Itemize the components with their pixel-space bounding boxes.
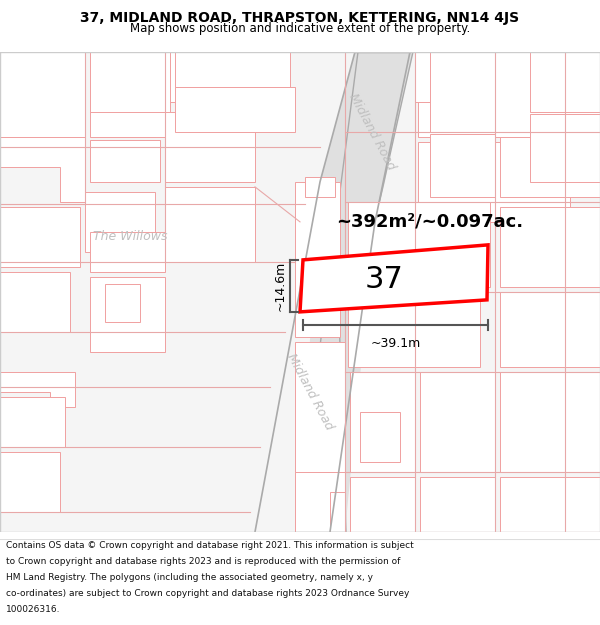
Text: 37, MIDLAND ROAD, THRAPSTON, KETTERING, NN14 4JS: 37, MIDLAND ROAD, THRAPSTON, KETTERING, … (80, 11, 520, 25)
Text: 100026316.: 100026316. (6, 605, 61, 614)
Polygon shape (0, 52, 85, 137)
Polygon shape (295, 472, 345, 532)
Polygon shape (420, 477, 495, 532)
Polygon shape (560, 132, 600, 162)
Polygon shape (295, 342, 345, 472)
Text: co-ordinates) are subject to Crown copyright and database rights 2023 Ordnance S: co-ordinates) are subject to Crown copyr… (6, 589, 409, 598)
Text: 37: 37 (365, 264, 404, 294)
Polygon shape (500, 292, 600, 367)
Polygon shape (0, 272, 70, 332)
Polygon shape (100, 102, 155, 137)
Polygon shape (175, 87, 295, 132)
Polygon shape (0, 52, 600, 532)
Text: HM Land Registry. The polygons (including the associated geometry, namely x, y: HM Land Registry. The polygons (includin… (6, 573, 373, 582)
Polygon shape (430, 134, 495, 197)
Polygon shape (90, 140, 160, 182)
Polygon shape (295, 212, 375, 532)
Text: ~39.1m: ~39.1m (370, 337, 421, 350)
Polygon shape (165, 187, 255, 262)
Text: to Crown copyright and database rights 2023 and is reproduced with the permissio: to Crown copyright and database rights 2… (6, 558, 400, 566)
Polygon shape (320, 52, 410, 222)
Polygon shape (418, 52, 490, 102)
Polygon shape (90, 232, 165, 272)
Text: ~392m²/~0.097ac.: ~392m²/~0.097ac. (337, 213, 524, 231)
Polygon shape (0, 452, 60, 512)
Polygon shape (0, 137, 85, 202)
Polygon shape (348, 292, 480, 367)
Text: Midland Road: Midland Road (346, 91, 398, 172)
Polygon shape (530, 52, 600, 112)
Polygon shape (0, 207, 80, 267)
Polygon shape (418, 142, 570, 222)
Polygon shape (300, 245, 488, 312)
Polygon shape (0, 52, 85, 137)
Polygon shape (530, 114, 600, 182)
Polygon shape (418, 52, 580, 137)
Polygon shape (295, 182, 340, 337)
Polygon shape (0, 372, 75, 407)
Polygon shape (90, 52, 160, 112)
Polygon shape (90, 102, 165, 137)
Polygon shape (0, 397, 65, 447)
Polygon shape (360, 412, 400, 462)
Polygon shape (348, 202, 490, 287)
Polygon shape (500, 372, 600, 472)
Polygon shape (296, 52, 413, 532)
Polygon shape (350, 372, 415, 472)
Polygon shape (430, 52, 495, 132)
Polygon shape (350, 477, 415, 532)
Polygon shape (175, 52, 290, 87)
Text: Midland Road: Midland Road (284, 351, 335, 432)
Polygon shape (500, 137, 600, 197)
Polygon shape (105, 284, 140, 322)
Polygon shape (165, 52, 250, 102)
Polygon shape (495, 52, 600, 132)
Polygon shape (305, 177, 335, 197)
Polygon shape (90, 277, 165, 352)
Polygon shape (85, 192, 155, 252)
Polygon shape (420, 372, 495, 472)
Text: ~14.6m: ~14.6m (274, 261, 287, 311)
Text: The Willows: The Willows (93, 231, 167, 243)
Polygon shape (90, 52, 170, 112)
Polygon shape (295, 477, 345, 532)
Polygon shape (500, 477, 600, 532)
Text: Map shows position and indicative extent of the property.: Map shows position and indicative extent… (130, 22, 470, 35)
Polygon shape (165, 112, 255, 182)
Text: Contains OS data © Crown copyright and database right 2021. This information is : Contains OS data © Crown copyright and d… (6, 541, 414, 551)
Polygon shape (500, 207, 600, 287)
Polygon shape (415, 52, 430, 102)
Polygon shape (110, 142, 150, 182)
